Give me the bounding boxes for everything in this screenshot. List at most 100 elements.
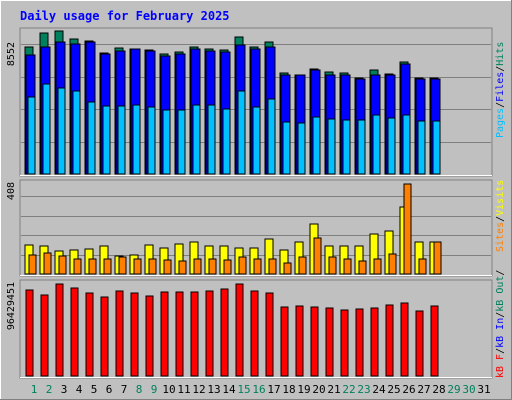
panel-top-legend-part-1: / (495, 102, 506, 108)
panel-bottom-ymax-label: 96429451 (6, 282, 17, 330)
pages-bar-6 (102, 105, 111, 175)
x-label-day-28: 28 (432, 383, 445, 396)
panel-top-ymax-label: 8552 (6, 42, 17, 66)
pages-bar-21 (327, 118, 336, 175)
sites-bar-13 (208, 258, 217, 275)
kbytes-bar-13 (205, 290, 214, 377)
x-axis-labels: 1 2 3 4 5 6 7 8 9 10 11 12 13 14 15 16 17 18 19 20 21 22 23 24 2… (31, 383, 491, 396)
x-label-day-22: 22 (342, 383, 355, 396)
sites-bar-20 (313, 237, 322, 275)
chart-title: Daily usage for February 2025 (20, 9, 230, 23)
sites-bar-17 (268, 258, 277, 275)
sites-bar-28 (433, 241, 442, 275)
kbytes-bar-15 (235, 283, 244, 377)
chart-panels: 8552Pages/Files/Hits408Sites/Visits96429… (6, 27, 506, 379)
x-label-day-9: 9 (151, 383, 158, 396)
x-label-day-26: 26 (402, 383, 415, 396)
pages-bar-10 (162, 109, 171, 175)
pages-bar-3 (57, 87, 66, 175)
sites-bar-14 (223, 259, 232, 275)
kbytes-bar-12 (190, 291, 199, 377)
sites-bar-10 (163, 259, 172, 275)
pages-bar-15 (237, 90, 246, 175)
pages-bar-8 (132, 104, 141, 175)
x-label-day-13: 13 (207, 383, 220, 396)
panel-middle-legend: Sites/Visits (495, 180, 506, 252)
x-label-day-1: 1 (31, 383, 38, 396)
x-label-day-8: 8 (136, 383, 143, 396)
pages-bar-18 (282, 121, 291, 175)
panel-bottom-legend: kB F/kB In/kB Out/ (495, 270, 506, 378)
sites-bar-9 (148, 258, 157, 275)
panel-middle-legend-part-2: Visits (495, 180, 506, 216)
pages-bar-1 (27, 96, 36, 175)
kbytes-bar-22 (340, 309, 349, 377)
sites-bar-26 (403, 183, 412, 275)
panel-top-legend-part-0: Pages (495, 108, 506, 138)
x-label-day-21: 21 (327, 383, 340, 396)
sites-bar-1 (28, 254, 37, 275)
panel-middle-ymax-label: 408 (6, 182, 17, 200)
kbytes-bar-18 (280, 306, 289, 377)
sites-bar-21 (328, 256, 337, 275)
sites-bar-19 (298, 256, 307, 275)
x-label-day-24: 24 (372, 383, 386, 396)
sites-bar-16 (253, 258, 262, 275)
pages-bar-19 (297, 122, 306, 175)
kbytes-bar-9 (145, 295, 154, 377)
kbytes-bar-3 (55, 283, 64, 377)
panel-bottom-legend-part-4: kB Out (495, 276, 506, 312)
panel-middle-legend-part-1: / (495, 216, 506, 222)
kbytes-bar-26 (400, 302, 409, 377)
pages-bar-17 (267, 98, 276, 175)
kbytes-bar-5 (85, 292, 94, 377)
pages-bar-11 (177, 109, 186, 175)
pages-bar-13 (207, 104, 216, 175)
x-label-day-25: 25 (387, 383, 400, 396)
kbytes-bar-20 (310, 306, 319, 377)
panel-bottom-legend-part-0: kB F (495, 354, 506, 378)
x-label-day-31: 31 (477, 383, 490, 396)
kbytes-bar-8 (130, 292, 139, 377)
panel-bottom-legend-part-5: / (495, 270, 506, 276)
pages-bar-2 (42, 83, 51, 175)
kbytes-bar-17 (265, 292, 274, 377)
pages-bar-14 (222, 108, 231, 175)
sites-bar-5 (88, 258, 97, 275)
pages-bar-27 (417, 120, 426, 175)
kbytes-bar-19 (295, 305, 304, 377)
sites-bar-2 (43, 252, 52, 275)
panel-top-legend: Pages/Files/Hits (495, 42, 506, 138)
sites-bar-8 (133, 258, 142, 275)
x-label-day-16: 16 (252, 383, 265, 396)
pages-bar-26 (402, 114, 411, 175)
kbytes-bar-28 (430, 305, 439, 377)
panel-top-legend-part-4: Hits (495, 42, 506, 66)
panel-middle-legend-part-0: Sites (495, 222, 506, 252)
x-label-day-6: 6 (106, 383, 113, 396)
x-label-day-30: 30 (462, 383, 475, 396)
x-label-day-18: 18 (282, 383, 295, 396)
kbytes-bar-4 (70, 287, 79, 377)
panel-bottom-legend-part-1: / (495, 348, 506, 354)
kbytes-bar-6 (100, 296, 109, 377)
sites-bar-27 (418, 258, 427, 275)
panel-top-legend-part-3: / (495, 66, 506, 72)
x-label-day-17: 17 (267, 383, 280, 396)
kbytes-bar-24 (370, 307, 379, 377)
sites-bar-4 (73, 258, 82, 275)
x-label-day-15: 15 (237, 383, 250, 396)
sites-bar-24 (373, 258, 382, 275)
pages-bar-22 (342, 119, 351, 175)
panel-bottom-legend-part-3: / (495, 312, 506, 318)
kbytes-bar-14 (220, 288, 229, 377)
x-label-day-4: 4 (76, 383, 83, 396)
kbytes-bar-16 (250, 290, 259, 377)
kbytes-bar-21 (325, 307, 334, 377)
kbytes-bar-10 (160, 291, 169, 377)
x-label-day-23: 23 (357, 383, 370, 396)
sites-bar-25 (388, 253, 397, 275)
sites-bar-22 (343, 258, 352, 275)
pages-bar-20 (312, 116, 321, 175)
